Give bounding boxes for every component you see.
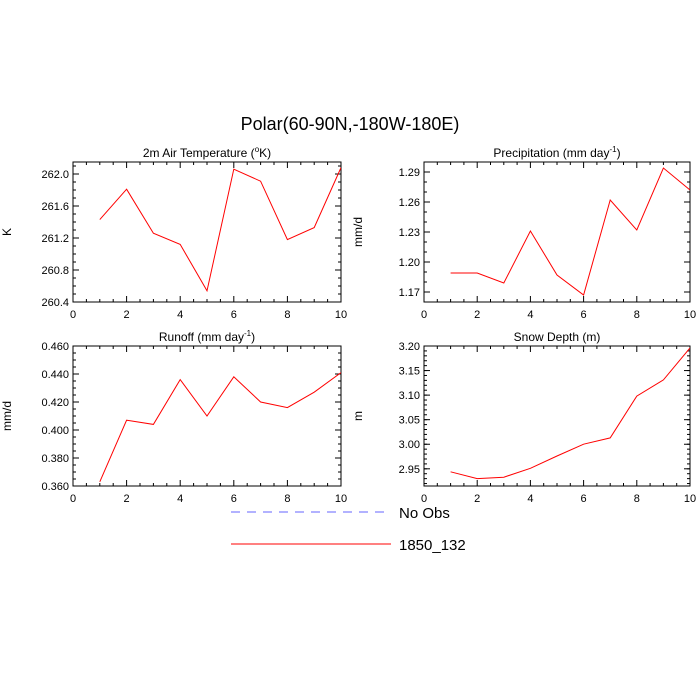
y-axis-label: K <box>0 228 14 236</box>
legend-label-1850-132: 1850_132 <box>399 537 466 554</box>
y-tick-label: 260.8 <box>41 265 69 277</box>
y-tick-label: 1.23 <box>399 227 420 239</box>
y-tick-label: 1.29 <box>399 167 420 179</box>
x-tick-label: 10 <box>335 493 347 505</box>
y-tick-label: 1.20 <box>399 257 420 269</box>
series-line-1850_132 <box>99 372 341 482</box>
x-tick-label: 10 <box>335 309 347 321</box>
legend-label-no-obs: No Obs <box>399 505 450 522</box>
plot-frame <box>423 161 691 303</box>
x-tick-label: 10 <box>684 493 696 505</box>
chart-title: Runoff (mm day-1) <box>159 329 255 344</box>
y-tick-label: 2.95 <box>399 464 420 476</box>
y-axis-label: mm/d <box>0 401 14 431</box>
x-tick-label: 4 <box>177 309 183 321</box>
y-tick-label: 3.15 <box>399 366 420 378</box>
x-tick-label: 2 <box>124 309 130 321</box>
x-tick-label: 2 <box>474 309 480 321</box>
y-tick-label: 261.6 <box>41 201 69 213</box>
y-tick-label: 0.420 <box>41 397 69 409</box>
chart-panel-3: Snow Depth (m) m 0 2 4 6 8 10 2.95 3.00 3.05 3.10 3.… <box>351 330 696 505</box>
x-tick-label: 8 <box>634 493 640 505</box>
x-tick-label: 8 <box>284 493 290 505</box>
x-tick-label: 10 <box>684 309 696 321</box>
y-tick-label: 0.460 <box>41 341 69 353</box>
x-tick-label: 8 <box>284 309 290 321</box>
y-tick-label: 0.400 <box>41 425 69 437</box>
chart-title: Precipitation (mm day-1) <box>493 145 620 160</box>
y-axis-label: m <box>351 411 365 421</box>
x-tick-label: 0 <box>421 309 427 321</box>
plot-frame <box>423 345 691 487</box>
x-tick-label: 8 <box>634 309 640 321</box>
x-tick-label: 0 <box>70 493 76 505</box>
x-tick-label: 6 <box>581 493 587 505</box>
y-tick-label: 1.26 <box>399 197 420 209</box>
series-line-1850_132 <box>99 167 341 293</box>
x-tick-label: 4 <box>527 309 533 321</box>
y-tick-label: 0.360 <box>41 481 69 493</box>
chart-title: Snow Depth (m) <box>514 330 601 344</box>
series-line-1850_132 <box>450 347 690 480</box>
x-tick-label: 4 <box>177 493 183 505</box>
y-tick-label: 262.0 <box>41 169 69 181</box>
x-tick-label: 6 <box>581 309 587 321</box>
plot-frame <box>72 161 342 303</box>
series-line-1850_132 <box>450 167 690 296</box>
x-tick-label: 6 <box>231 493 237 505</box>
y-tick-label: 3.10 <box>399 390 420 402</box>
legend: No Obs 1850_132 <box>231 505 466 554</box>
figure-title: Polar(60-90N,-180W-180E) <box>241 114 460 134</box>
y-tick-label: 3.05 <box>399 415 420 427</box>
chart-panels: 2m Air Temperature (oK)K0 2 4 6 8 10260.4260.… <box>0 145 696 505</box>
y-tick-label: 0.380 <box>41 453 69 465</box>
y-tick-label: 260.4 <box>41 297 69 309</box>
chart-title: 2m Air Temperature (oK) <box>143 145 271 160</box>
x-tick-label: 2 <box>474 493 480 505</box>
y-tick-label: 3.20 <box>399 341 420 353</box>
y-tick-label: 3.00 <box>399 439 420 451</box>
y-axis-label: mm/d <box>351 217 365 247</box>
x-tick-label: 2 <box>124 493 130 505</box>
y-tick-label: 0.440 <box>41 369 69 381</box>
x-tick-label: 6 <box>231 309 237 321</box>
x-tick-label: 0 <box>421 493 427 505</box>
y-tick-label: 261.2 <box>41 233 69 245</box>
y-tick-label: 1.17 <box>399 287 420 299</box>
chart-panel-0: 2m Air Temperature (oK) K 0 2 4 6 8 10 260.4 260.… <box>0 145 347 321</box>
x-tick-label: 0 <box>70 309 76 321</box>
chart-panel-2: Runoff (mm day-1) mm/d 0 2 4 6 8 10 0.360 0.380 0.… <box>0 329 347 505</box>
x-tick-label: 4 <box>527 493 533 505</box>
chart-panel-1: Precipitation (mm day-1) mm/d 0 2 4 6 8 10 1.17 1… <box>351 145 696 321</box>
